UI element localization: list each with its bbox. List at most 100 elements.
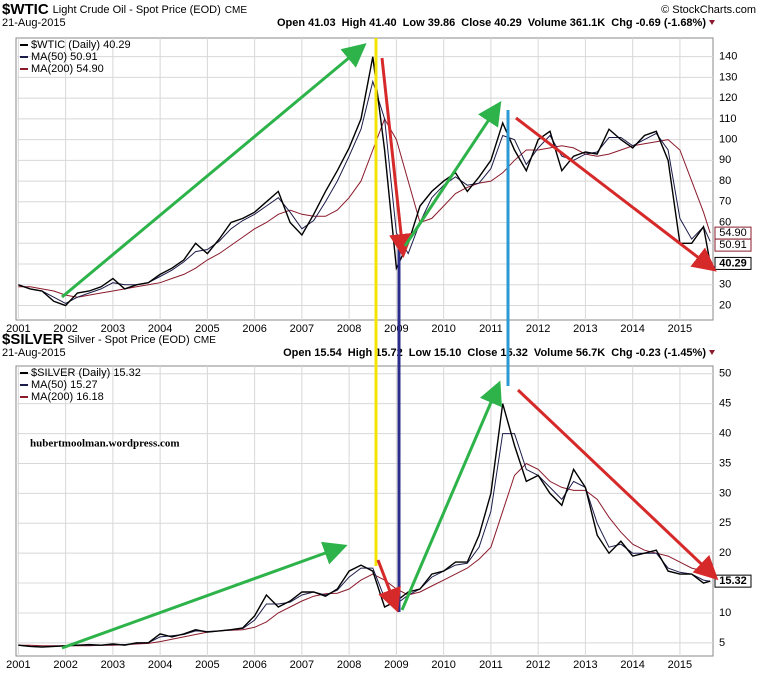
y-tick-label: 25: [719, 517, 731, 529]
quote-marker: [709, 350, 715, 355]
x-tick-label: 2001: [6, 323, 30, 335]
x-tick-label: 2004: [148, 323, 172, 335]
y-tick-label: 30: [719, 279, 731, 291]
arrow: [516, 388, 719, 581]
x-tick-label: 2012: [526, 323, 550, 335]
quote: Open 15.54 High 15.72 Low 15.10 Close 15.32…: [283, 347, 706, 359]
legend-label: MA(50) 50.91: [31, 51, 98, 63]
x-tick-label: 2005: [195, 659, 219, 671]
series-line: [18, 117, 711, 298]
legend-label: MA(200) 16.18: [31, 391, 104, 403]
legend-label: MA(200) 54.90: [31, 63, 104, 75]
source: © StockCharts.com: [661, 4, 756, 16]
end-label: 50.91: [719, 239, 747, 251]
x-tick-label: 2003: [101, 659, 125, 671]
end-label-box: [714, 238, 752, 252]
exchange: CME: [194, 335, 217, 346]
chart-header: $WTIC Light Crude Oil - Spot Price (EOD) C…: [2, 1, 247, 18]
arrow: [376, 559, 401, 613]
quote-item: High 41.40: [342, 17, 397, 29]
x-tick-label: 2005: [195, 323, 219, 335]
y-tick-label: 50: [719, 368, 731, 380]
y-tick-label: 45: [719, 398, 731, 410]
quote-item: Open 15.54: [283, 347, 343, 359]
quote-marker: [709, 20, 715, 25]
arrow: [61, 43, 367, 299]
x-tick-label: 2009: [384, 323, 408, 335]
x-tick-label: 2004: [148, 659, 172, 671]
quote-item: Close 40.29: [461, 17, 522, 29]
annotations: [61, 38, 719, 650]
quote-item: Low 15.10: [409, 347, 462, 359]
watermark: hubertmoolman.wordpress.com: [30, 438, 180, 450]
title: Silver - Spot Price (EOD): [67, 334, 189, 346]
symbol: $SILVER: [2, 331, 64, 348]
x-tick-label: 2014: [620, 323, 644, 335]
arrow: [380, 57, 413, 258]
quote-item: Close 15.32: [467, 347, 528, 359]
y-tick-label: 10: [719, 607, 731, 619]
y-tick-label: 140: [719, 51, 737, 63]
x-tick-label: 2003: [101, 323, 125, 335]
y-tick-label: 120: [719, 92, 737, 104]
y-tick-label: 30: [719, 487, 731, 499]
x-tick-label: 2002: [53, 323, 77, 335]
y-tick-label: 20: [719, 299, 731, 311]
x-tick-label: 2015: [668, 659, 692, 671]
x-tick-label: 2006: [242, 659, 266, 671]
x-tick-label: 2015: [668, 323, 692, 335]
legend-label: $WTIC (Daily) 40.29: [31, 39, 131, 51]
x-tick-label: 2001: [6, 659, 30, 671]
y-tick-label: 90: [719, 154, 731, 166]
end-label: 15.32: [719, 575, 747, 587]
quote-item: Chg -0.69 (-1.68%): [611, 17, 706, 29]
x-tick-label: 2012: [526, 659, 550, 671]
quote: Open 41.03 High 41.40 Low 39.86 Close 40.29…: [277, 17, 706, 29]
y-tick-label: 35: [719, 457, 731, 469]
plot-area: [15, 365, 714, 657]
x-tick-label: 2002: [53, 659, 77, 671]
date: 21-Aug-2015: [2, 17, 66, 29]
y-tick-label: 100: [719, 134, 737, 146]
legend-label: MA(50) 15.27: [31, 379, 98, 391]
arrow: [403, 101, 502, 247]
end-label: 40.29: [719, 257, 747, 269]
quote-item: Low 39.86: [403, 17, 456, 29]
y-tick-label: 40: [719, 427, 731, 439]
y-tick-label: 70: [719, 196, 731, 208]
x-tick-label: 2007: [290, 323, 314, 335]
y-tick-label: 110: [719, 113, 737, 125]
arrow: [515, 116, 717, 272]
x-tick-label: 2011: [479, 659, 503, 671]
x-tick-label: 2014: [620, 659, 644, 671]
x-tick-label: 2013: [573, 659, 597, 671]
charts: $WTIC Light Crude Oil - Spot Price (EOD) C…: [2, 1, 756, 671]
series-line: [18, 56, 711, 307]
end-label: 54.90: [719, 227, 747, 239]
x-tick-label: 2011: [479, 323, 503, 335]
quote-item: Chg -0.23 (-1.45%): [611, 347, 706, 359]
x-tick-label: 2008: [337, 659, 361, 671]
quote-item: Volume 361.1K: [528, 17, 605, 29]
quote-item: Volume 56.7K: [534, 347, 605, 359]
end-label-box: [714, 574, 752, 588]
title: Light Crude Oil - Spot Price (EOD): [53, 4, 221, 16]
x-tick-label: 2010: [431, 659, 455, 671]
chart-header: $SILVER Silver - Spot Price (EOD) CME: [2, 331, 216, 348]
quote-item: Open 41.03: [277, 17, 336, 29]
exchange: CME: [225, 5, 248, 16]
arrow: [61, 541, 348, 650]
x-tick-label: 2013: [573, 323, 597, 335]
x-tick-label: 2008: [337, 323, 361, 335]
y-tick-label: 60: [719, 216, 731, 228]
x-tick-label: 2009: [384, 659, 408, 671]
series-line: [18, 403, 711, 648]
x-tick-label: 2006: [242, 323, 266, 335]
x-tick-label: 2007: [290, 659, 314, 671]
x-tick-label: 2010: [431, 323, 455, 335]
y-tick-label: 80: [719, 175, 731, 187]
arrow: [400, 380, 502, 611]
plot-area: [15, 37, 714, 321]
y-tick-label: 20: [719, 547, 731, 559]
